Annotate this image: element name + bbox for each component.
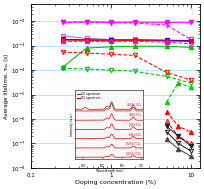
X-axis label: Doping concentration (%): Doping concentration (%) — [75, 180, 156, 185]
Y-axis label: Average lifetime, τₐᵥ (s): Average lifetime, τₐᵥ (s) — [4, 53, 9, 119]
